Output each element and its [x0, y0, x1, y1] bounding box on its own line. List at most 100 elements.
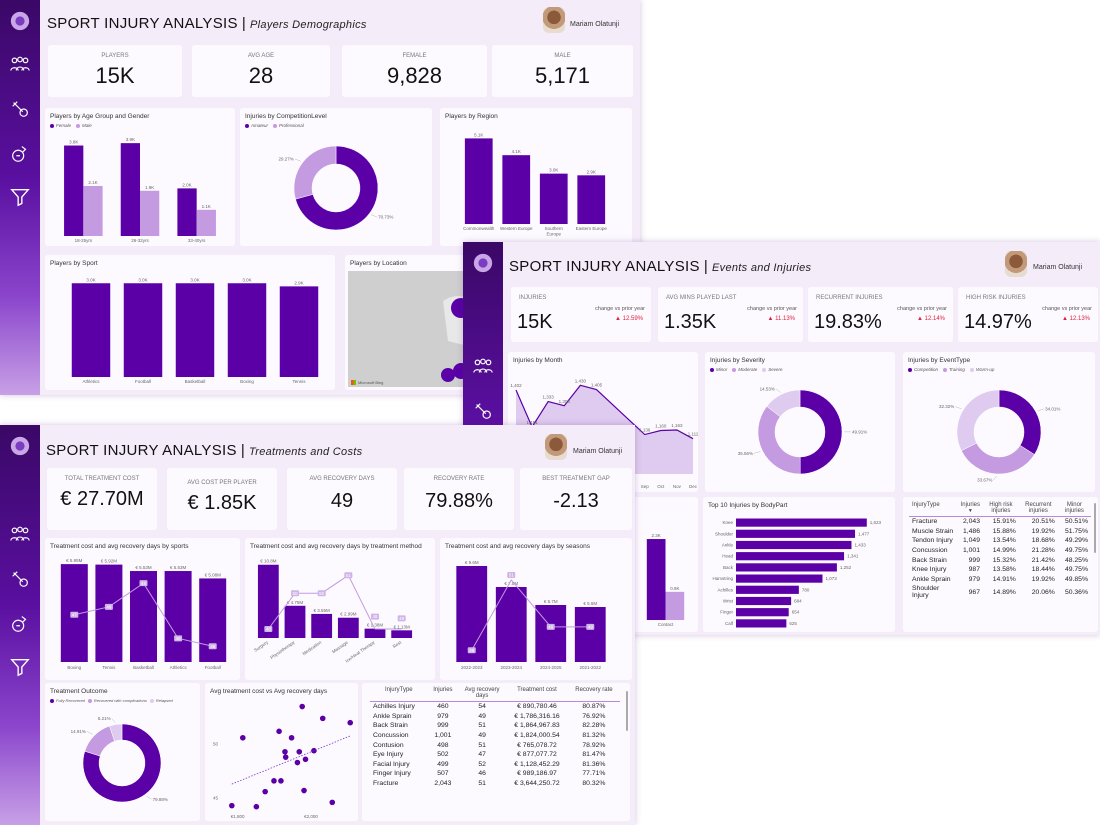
bar[interactable] — [120, 143, 140, 236]
chart-injuries-by-eventtype[interactable]: Injuries by EventType Competition Trainin… — [903, 352, 1095, 492]
scatter-point[interactable] — [229, 802, 235, 809]
bar[interactable] — [495, 587, 527, 662]
outcome-donut[interactable]: 79.88% 14.91% 5.21% — [45, 683, 200, 821]
bar[interactable] — [279, 286, 319, 377]
bar[interactable] — [736, 540, 852, 550]
bar[interactable] — [95, 564, 123, 662]
chart-legend[interactable]: Fully Recovered Recovered with complicati… — [50, 698, 173, 703]
scatter-point[interactable] — [282, 754, 289, 760]
bar[interactable] — [227, 283, 267, 377]
chart-top10-bodypart[interactable]: Top 10 Injuries by BodyPart Knee 1,623 Sho… — [703, 497, 895, 632]
recovery-days-line[interactable] — [267, 574, 402, 630]
donut-slice[interactable] — [799, 389, 843, 475]
scatter-point[interactable] — [319, 715, 326, 722]
chart-treatment-outcome[interactable]: Treatment Outcome Fully Recovered Recover… — [45, 683, 200, 821]
bodypart-chart[interactable]: Knee 1,623 Shoulder 1,477 Ankle 1,433 Head 1,34… — [703, 497, 895, 632]
table-row[interactable]: Fracture 2,043 51 € 3,644,250.72 80.32% — [370, 779, 620, 789]
chart-region[interactable]: Players by Region 5.1K Commonwealth 4.1K We… — [440, 108, 632, 246]
table-row[interactable]: Muscle Strain 1,486 15.88% 19.92% 51.75% — [909, 527, 1091, 537]
scatter-point[interactable] — [301, 787, 307, 794]
col-injury-type[interactable]: InjuryType — [370, 685, 428, 702]
scatter-point[interactable] — [282, 748, 288, 755]
scatter-point[interactable] — [311, 747, 317, 754]
bar[interactable] — [175, 283, 215, 377]
bar[interactable] — [736, 529, 856, 538]
scatter-point[interactable] — [296, 748, 303, 755]
bar[interactable] — [736, 619, 787, 628]
treatment-cost-icon[interactable] — [7, 140, 33, 166]
cost-seasons-chart[interactable]: € 9.6M 2022-2023 € 7.5M 2023-2024 € 5.7M 2024… — [440, 538, 632, 680]
filter-icon[interactable] — [7, 654, 33, 680]
chart-injuries-by-severity[interactable]: Injuries by Severity Minor Moderate Severe… — [705, 352, 895, 492]
donut-slice[interactable] — [293, 145, 337, 200]
bar[interactable] — [364, 628, 386, 638]
scatter-point[interactable] — [278, 778, 284, 784]
bar[interactable] — [140, 190, 160, 236]
bar[interactable] — [83, 186, 103, 236]
table-row[interactable]: Finger Injury 507 46 € 989,186.97 77.71% — [370, 769, 620, 779]
col-injuries[interactable]: Injuries — [427, 685, 459, 702]
col-recovery-rate[interactable]: Recovery rate — [567, 685, 620, 702]
bar[interactable] — [177, 188, 197, 236]
table-row[interactable]: Shoulder Injury 967 14.89% 20.06% 50.36% — [909, 584, 1091, 601]
bar[interactable] — [736, 608, 789, 617]
table-row[interactable]: Back Strain 999 51 € 1,864,967.83 82.28% — [370, 721, 620, 731]
injury-type-table-grid[interactable]: InjuryType Injuries ▼ High risk injuries … — [909, 500, 1091, 601]
bar[interactable] — [391, 630, 413, 638]
players-icon[interactable] — [7, 52, 33, 78]
bar[interactable] — [130, 571, 157, 662]
bar[interactable] — [196, 209, 216, 236]
bar[interactable] — [646, 539, 666, 620]
col-recurrent[interactable]: Recurrent injuries — [1018, 500, 1058, 517]
bar[interactable] — [574, 607, 606, 662]
eventtype-donut[interactable]: 34.01% 33.67% 32.32% — [903, 352, 1095, 492]
injury-icon[interactable] — [7, 566, 33, 592]
sport-chart[interactable]: 3.0K Athletics 3.0K Football 3.0K Basketball 3… — [45, 255, 335, 390]
bar[interactable] — [736, 574, 823, 583]
bar[interactable] — [71, 283, 111, 377]
cost-sports-chart[interactable]: € 5.95M Boxing € 5.92M Tennis € 5.53M Basketb… — [45, 538, 240, 680]
scatter-point[interactable] — [253, 803, 260, 810]
contact-chart[interactable]: 2.3K 0.8K Contact — [508, 497, 698, 632]
scatter-point[interactable] — [276, 728, 282, 735]
scatter-point[interactable] — [294, 759, 301, 766]
donut-slice[interactable] — [961, 442, 1035, 475]
scatter-point[interactable] — [347, 719, 354, 726]
table-row[interactable]: Ankle Sprain 979 14.91% 19.92% 49.85% — [909, 575, 1091, 585]
col-injuries[interactable]: Injuries ▼ — [957, 500, 983, 517]
donut-slice[interactable] — [82, 723, 162, 803]
col-high-risk[interactable]: High risk injuries — [982, 500, 1019, 517]
chart-age-gender[interactable]: Players by Age Group and Gender Female Ma… — [45, 108, 235, 246]
bar[interactable] — [311, 613, 333, 638]
bar[interactable] — [736, 563, 837, 572]
chart-cost-by-method[interactable]: Treatment cost and avg recovery days by … — [245, 538, 435, 680]
chart-legend[interactable]: Competition Training Warm-up — [908, 367, 994, 372]
chart-legend[interactable]: Female Male — [50, 123, 92, 128]
bar[interactable] — [539, 173, 568, 224]
donut-slice[interactable] — [109, 723, 123, 742]
donut-slice[interactable] — [998, 389, 1042, 455]
col-injury-type[interactable]: InjuryType — [909, 500, 958, 517]
logo-icon[interactable] — [470, 250, 496, 276]
scatter-point[interactable] — [262, 788, 268, 795]
bar[interactable] — [123, 283, 163, 377]
bar[interactable] — [665, 591, 685, 620]
donut-slice[interactable] — [956, 389, 1000, 451]
bar[interactable] — [456, 566, 488, 662]
bar[interactable] — [736, 596, 792, 606]
logo-icon[interactable] — [7, 8, 33, 34]
bar[interactable] — [736, 552, 845, 561]
chart-competition-level[interactable]: Injuries by CompetitionLevel Amateur Prof… — [240, 108, 432, 246]
chart-legend[interactable]: Amateur Professional — [245, 123, 304, 128]
table-row[interactable]: Facial Injury 499 52 € 1,128,452.29 81.36% — [370, 760, 620, 770]
chart-legend[interactable]: Minor Moderate Severe — [710, 367, 783, 372]
table-scrollbar[interactable] — [1094, 503, 1096, 553]
col-minor[interactable]: Minor injuries — [1057, 500, 1091, 517]
chart-cost-vs-recovery[interactable]: Avg treatment cost vs Avg recovery days … — [205, 683, 358, 821]
map-bubble[interactable] — [441, 368, 455, 382]
scatter-point[interactable] — [302, 756, 309, 763]
bar[interactable] — [736, 585, 799, 594]
competition-level-donut[interactable]: 70.73% 29.27% — [240, 108, 432, 246]
cost-recovery-scatter[interactable]: €1,800 €2,000 45 50 — [205, 683, 358, 821]
players-icon[interactable] — [7, 522, 33, 548]
